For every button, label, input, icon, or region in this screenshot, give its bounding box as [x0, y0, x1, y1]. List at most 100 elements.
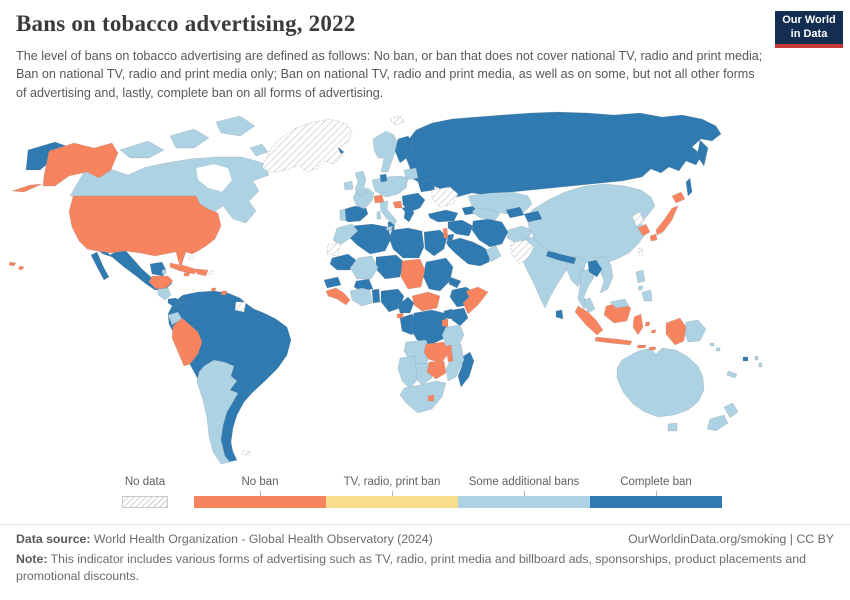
country-new-zealand-north[interactable] — [723, 402, 739, 419]
country-russia[interactable] — [405, 111, 722, 198]
country-pakistan[interactable] — [509, 239, 535, 265]
country-philippines-visayas[interactable] — [637, 285, 644, 291]
country-usa-aleutians[interactable] — [11, 183, 43, 193]
country-vanuatu-2[interactable] — [758, 362, 763, 368]
country-egypt[interactable] — [423, 229, 448, 257]
country-china-mongolia[interactable] — [526, 183, 656, 264]
country-italy-sicily[interactable] — [385, 225, 394, 232]
country-vanuatu-1[interactable] — [754, 355, 759, 361]
region-central-europe[interactable] — [371, 175, 409, 198]
country-indonesia-sulawesi[interactable] — [632, 313, 644, 336]
country-morocco[interactable] — [332, 223, 359, 246]
country-turkmenistan[interactable] — [471, 207, 501, 221]
canada-arctic-island-4[interactable] — [249, 143, 269, 157]
world-map[interactable] — [0, 103, 850, 475]
country-algeria[interactable] — [348, 223, 392, 255]
country-sri-lanka[interactable] — [555, 309, 564, 320]
country-australia-tasmania[interactable] — [667, 422, 678, 432]
country-usa-hawaii-2[interactable] — [17, 265, 25, 271]
country-italy-sardinia[interactable] — [376, 210, 382, 220]
country-laos[interactable] — [587, 259, 603, 278]
country-malaysia-borneo[interactable] — [609, 298, 630, 309]
country-ukraine[interactable] — [431, 186, 459, 208]
territory-falklands[interactable] — [242, 450, 251, 456]
country-indonesia-sumatra[interactable] — [574, 305, 604, 336]
country-syria-iraq[interactable] — [447, 219, 474, 237]
country-philippines-mindanao[interactable] — [641, 289, 653, 302]
country-saudi-arabia[interactable] — [445, 237, 492, 267]
country-norway-sweden[interactable] — [372, 130, 399, 173]
country-north-korea[interactable] — [631, 211, 645, 228]
country-indonesia-sunda-2[interactable] — [648, 346, 657, 351]
country-jamaica[interactable] — [183, 271, 191, 277]
country-new-zealand-south[interactable] — [706, 414, 729, 432]
territory-taiwan[interactable] — [637, 247, 644, 256]
country-peru[interactable] — [171, 317, 203, 367]
country-trinidad[interactable] — [220, 290, 228, 296]
country-usa-alaska[interactable] — [42, 142, 119, 187]
country-somalia[interactable] — [462, 286, 489, 315]
territory-suriname-guiana[interactable] — [234, 301, 247, 313]
country-cote-divoire-ghana[interactable] — [349, 287, 373, 307]
country-indonesia-sunda-1[interactable] — [636, 344, 647, 349]
country-papua-new-guinea[interactable] — [683, 319, 707, 343]
country-uzbekistan[interactable] — [505, 206, 525, 219]
country-cuba[interactable] — [169, 262, 199, 275]
country-belize[interactable] — [161, 268, 167, 275]
country-mali[interactable] — [349, 255, 379, 280]
territory-greenland[interactable] — [261, 118, 353, 173]
country-solomon-1[interactable] — [709, 342, 715, 347]
territory-new-caledonia[interactable] — [726, 370, 738, 379]
country-nicaragua[interactable] — [157, 287, 172, 301]
country-russia-sakhalin[interactable] — [685, 177, 693, 197]
country-japan-honshu[interactable] — [655, 205, 679, 236]
country-south-africa[interactable] — [399, 380, 447, 414]
country-panama[interactable] — [176, 301, 194, 311]
legend-category-no-ban[interactable]: No ban — [194, 476, 326, 508]
country-united-kingdom[interactable] — [354, 170, 368, 197]
legend-category-tv-radio-print[interactable]: TV, radio, print ban — [326, 476, 458, 508]
country-vietnam-cambodia[interactable] — [595, 255, 614, 294]
country-senegal[interactable] — [323, 276, 342, 289]
country-equatorial-guinea[interactable] — [396, 312, 404, 319]
country-niger[interactable] — [375, 254, 405, 280]
region-southern-cone[interactable] — [196, 359, 239, 465]
territory-svalbard[interactable] — [389, 115, 405, 126]
country-zimbabwe[interactable] — [426, 360, 447, 380]
country-bosnia[interactable] — [392, 200, 403, 209]
country-namibia[interactable] — [397, 355, 418, 390]
territory-puerto-rico[interactable] — [208, 270, 215, 275]
legend-category-some-additional[interactable]: Some additional bans — [458, 476, 590, 508]
country-mexico-baja[interactable] — [90, 251, 110, 281]
country-united-states[interactable] — [68, 195, 222, 269]
country-nepal-bhutan[interactable] — [545, 250, 577, 265]
country-australia[interactable] — [616, 347, 705, 418]
country-lesotho[interactable] — [427, 394, 435, 402]
canada-arctic-island-3[interactable] — [215, 115, 256, 137]
country-cameroon[interactable] — [397, 296, 415, 314]
country-finland[interactable] — [394, 135, 415, 164]
country-south-korea[interactable] — [637, 223, 651, 237]
country-iran[interactable] — [471, 218, 509, 248]
country-kenya[interactable] — [451, 307, 469, 327]
country-russia-kamchatka[interactable] — [696, 139, 709, 167]
canada-arctic-island-1[interactable] — [119, 140, 165, 159]
country-philippines-luzon[interactable] — [635, 269, 646, 284]
country-hispaniola[interactable] — [195, 268, 209, 277]
country-israel[interactable] — [442, 227, 449, 239]
territory-bahamas[interactable] — [188, 255, 195, 260]
country-sudan[interactable] — [422, 257, 454, 292]
country-kyrgyzstan-tajikistan[interactable] — [523, 210, 543, 223]
country-central-african-republic[interactable] — [411, 291, 441, 312]
country-japan-kyushu[interactable] — [649, 233, 658, 242]
country-usa-hawaii[interactable] — [8, 261, 17, 267]
country-denmark[interactable] — [379, 173, 388, 183]
region-serbia-greece[interactable] — [401, 205, 415, 223]
country-indonesia-java[interactable] — [594, 336, 633, 346]
country-portugal[interactable] — [339, 208, 347, 222]
owid-logo[interactable]: Our World in Data — [775, 11, 843, 48]
country-turkey[interactable] — [427, 209, 459, 223]
country-rwanda-burundi[interactable] — [441, 318, 449, 328]
region-baltics[interactable] — [403, 167, 419, 181]
country-japan-hokkaido[interactable] — [671, 191, 686, 204]
